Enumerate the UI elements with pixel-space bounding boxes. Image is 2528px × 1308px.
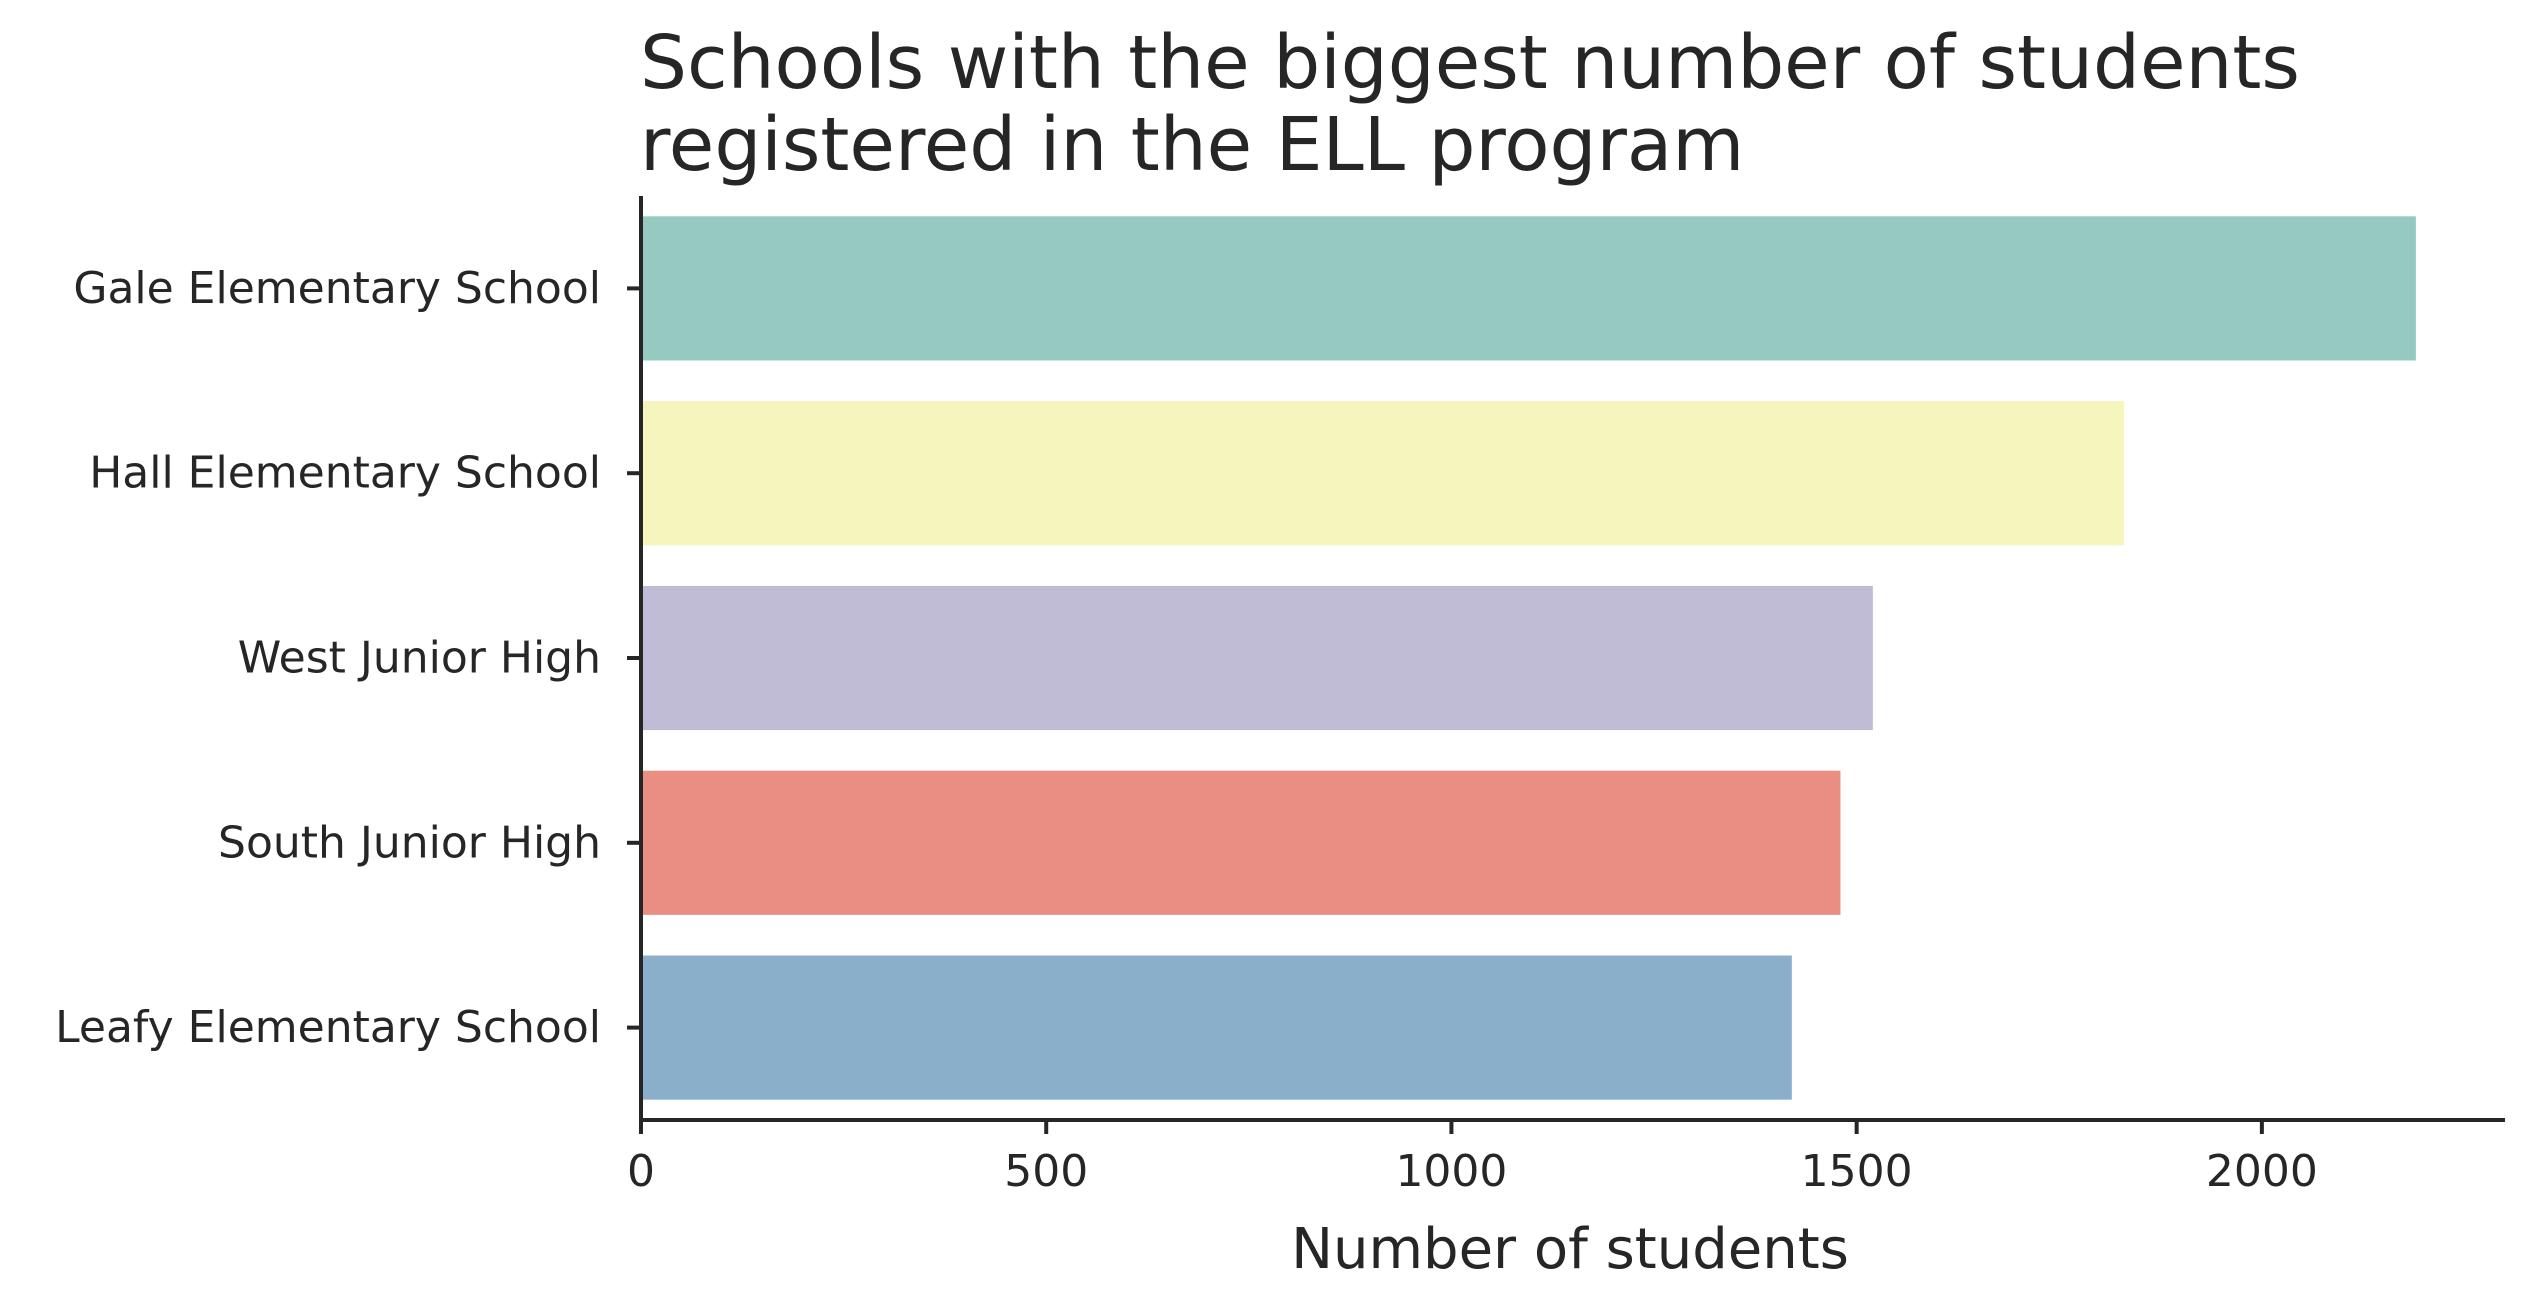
y-tick-label: West Junior High [238, 633, 601, 684]
bar-2 [641, 585, 1873, 731]
x-tick-label: 0 [627, 1146, 655, 1197]
x-tick-label: 500 [1004, 1146, 1088, 1197]
y-tick-label: Hall Elementary School [89, 448, 601, 499]
y-tick-label: South Junior High [218, 817, 601, 868]
x-tick-label: 1500 [1801, 1146, 1913, 1197]
chart-title-line-1: Schools with the biggest number of stude… [640, 20, 2300, 106]
x-tick-label: 1000 [1395, 1146, 1507, 1197]
bars-group [641, 216, 2416, 1100]
chart-title-line-2: registered in the ELL program [640, 102, 1744, 188]
x-axis-title: Number of students [1291, 1217, 1849, 1282]
bar-3 [641, 770, 1841, 915]
y-axis-ticks: Gale Elementary School Hall Elementary Sc… [55, 263, 641, 1053]
bar-1 [641, 401, 2125, 546]
chart-title: Schools with the biggest number of stude… [640, 20, 2300, 188]
x-axis-ticks: 0 500 1000 1500 2000 [627, 1120, 2318, 1197]
bar-0 [641, 216, 2416, 361]
x-tick-label: 2000 [2206, 1146, 2318, 1197]
bar-4 [641, 955, 1792, 1100]
y-tick-label: Leafy Elementary School [55, 1002, 601, 1053]
y-tick-label: Gale Elementary School [73, 263, 601, 314]
